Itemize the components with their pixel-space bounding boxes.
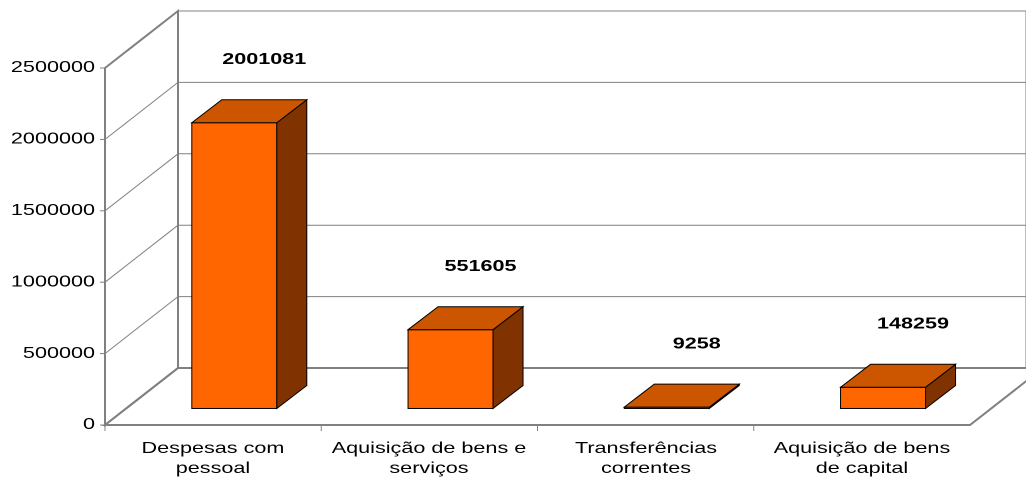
grid-line <box>104 10 179 69</box>
bar-top <box>839 363 958 388</box>
grid-line <box>104 296 179 354</box>
y-tick-label: 2500000 <box>11 59 95 77</box>
grid-line <box>104 367 179 426</box>
y-tick-label: 1500000 <box>11 202 95 220</box>
value-label: 551605 <box>444 257 517 275</box>
value-label: 2001081 <box>222 50 307 68</box>
side-wall <box>104 8 179 428</box>
bar-top <box>622 383 741 408</box>
x-tick-label: Despesas com pessoal <box>141 440 285 477</box>
y-tick-label: 1000000 <box>11 273 95 291</box>
grid-line <box>104 224 179 283</box>
bar-front <box>191 122 278 409</box>
value-label: 148259 <box>877 315 949 333</box>
x-tick-label: Aquisição de bens de capital <box>773 440 951 477</box>
grid-line <box>104 82 179 140</box>
x-tick-label: Transferências correntes <box>574 440 717 477</box>
y-tick-label: 2000000 <box>11 130 95 148</box>
x-tick-label: Aquisição de bens e serviços <box>332 440 527 477</box>
value-label: 9258 <box>673 335 721 353</box>
bar-top <box>406 306 525 331</box>
bar-front <box>407 329 494 409</box>
bar-top <box>190 99 309 124</box>
grid-line <box>104 153 179 212</box>
bar-side <box>276 98 308 410</box>
bar-front <box>840 386 927 409</box>
y-tick-label: 0 <box>83 416 95 434</box>
y-tick-label: 500000 <box>23 344 95 362</box>
